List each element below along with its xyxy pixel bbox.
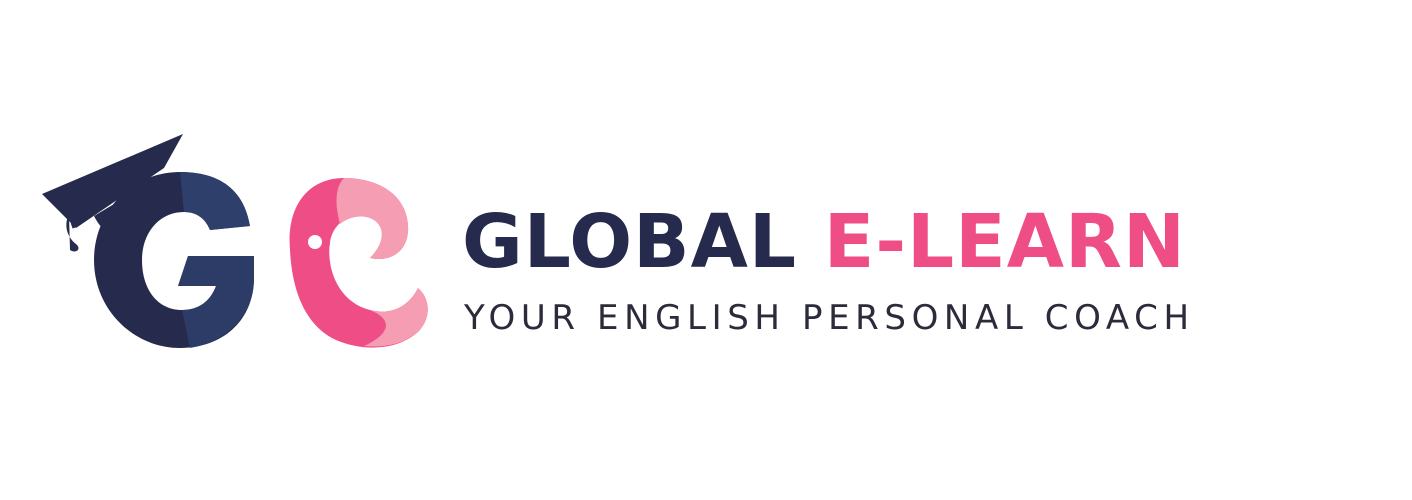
letter-g-icon xyxy=(94,172,254,348)
brand-logo-mark xyxy=(42,134,428,348)
brand-tagline: YOUR ENGLISH PERSONAL COACH xyxy=(464,298,1195,338)
brand-name-elearn: E-LEARN xyxy=(823,199,1186,285)
brand-name-global: GLOBAL xyxy=(462,199,797,285)
brand-name: GLOBAL E-LEARN xyxy=(462,200,1186,284)
letter-e-person-icon xyxy=(289,178,428,348)
